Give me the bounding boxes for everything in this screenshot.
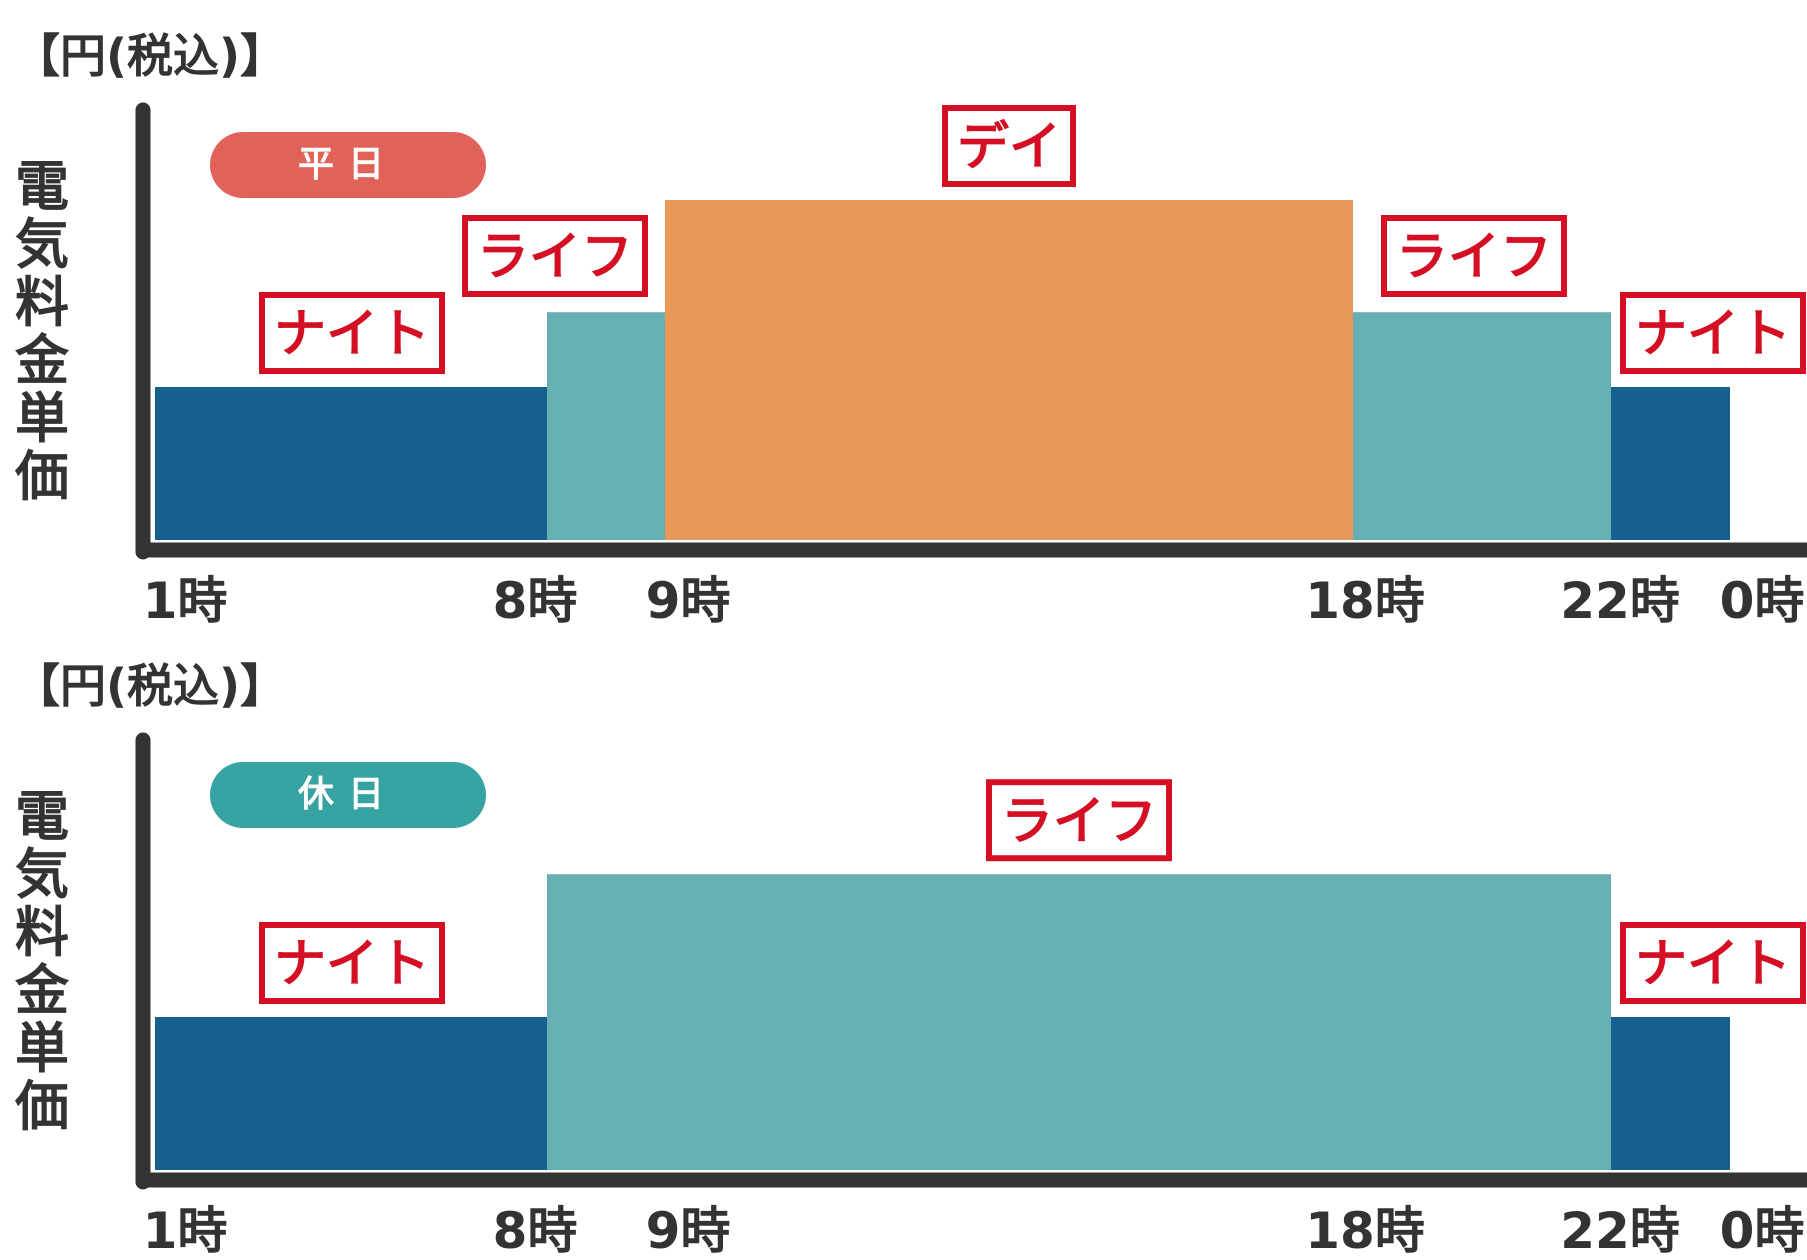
bar-ライフ-1 (547, 312, 665, 540)
unit-label: 【円(税込)】 (14, 659, 287, 713)
zone-label-text: ナイト (274, 935, 430, 995)
bar-ナイト-2 (1611, 1017, 1730, 1170)
weekday-chart-panel: 【円(税込)】 電気料金単価 ナイト ライフ デイ ライフ ナイト 1時 8時 9時 18時 22… (14, 29, 1807, 630)
x-tick-label: 22時 (1560, 1202, 1680, 1260)
x-tick-label: 18時 (1305, 1202, 1425, 1260)
zone-label-ナイト-4: ナイト (1620, 292, 1806, 374)
x-tick-label: 1時 (143, 572, 228, 630)
bar-ライフ-1 (547, 874, 1611, 1170)
x-tick-label: 18時 (1305, 572, 1425, 630)
zone-label-text: ナイト (274, 305, 430, 365)
zone-label-ライフ-1: ライフ (986, 779, 1172, 862)
zone-label-デイ-2: デイ (942, 105, 1076, 187)
y-axis-label: 電気料金単価 (15, 155, 69, 508)
bar-ナイト-0 (155, 1017, 547, 1170)
weekday-badge: 平日 (210, 132, 486, 198)
zone-label-text: ナイト (1635, 305, 1791, 365)
zone-label-ナイト-0: ナイト (259, 292, 445, 374)
x-tick-label: 0時 (1720, 1202, 1805, 1260)
bar-デイ-2 (665, 200, 1353, 540)
x-tick-label: 9時 (646, 572, 731, 630)
x-tick-label: 8時 (493, 1202, 578, 1260)
bar-ナイト-4 (1611, 387, 1730, 540)
x-tick-label: 9時 (646, 1202, 731, 1260)
y-axis-label: 電気料金単価 (15, 785, 69, 1138)
x-tick-label: 1時 (143, 1202, 228, 1260)
zone-label-ナイト-0: ナイト (259, 922, 445, 1004)
bar-ナイト-0 (155, 387, 547, 540)
zone-label-ナイト-2: ナイト (1620, 922, 1806, 1004)
zone-label-text: ナイト (1635, 935, 1791, 995)
zone-label-ライフ-3: ライフ (1381, 215, 1567, 297)
x-tick-label: 0時 (1720, 572, 1805, 630)
zone-label-text: ライフ (477, 228, 633, 288)
unit-label: 【円(税込)】 (14, 29, 287, 83)
zone-label-ライフ-1: ライフ (462, 215, 648, 297)
x-tick-label: 8時 (493, 572, 578, 630)
holiday-badge: 休日 (210, 762, 486, 828)
zone-label-text: ライフ (1001, 792, 1157, 852)
holiday-chart-panel: 【円(税込)】 電気料金単価 ナイト ライフナイト 1時 8時 9時 18時 22時 0時 休… (0, 630, 1807, 1260)
zone-label-text: ライフ (1396, 228, 1552, 288)
zone-label-text: デイ (957, 118, 1061, 178)
x-tick-label: 22時 (1560, 572, 1680, 630)
bar-ライフ-3 (1353, 312, 1611, 540)
